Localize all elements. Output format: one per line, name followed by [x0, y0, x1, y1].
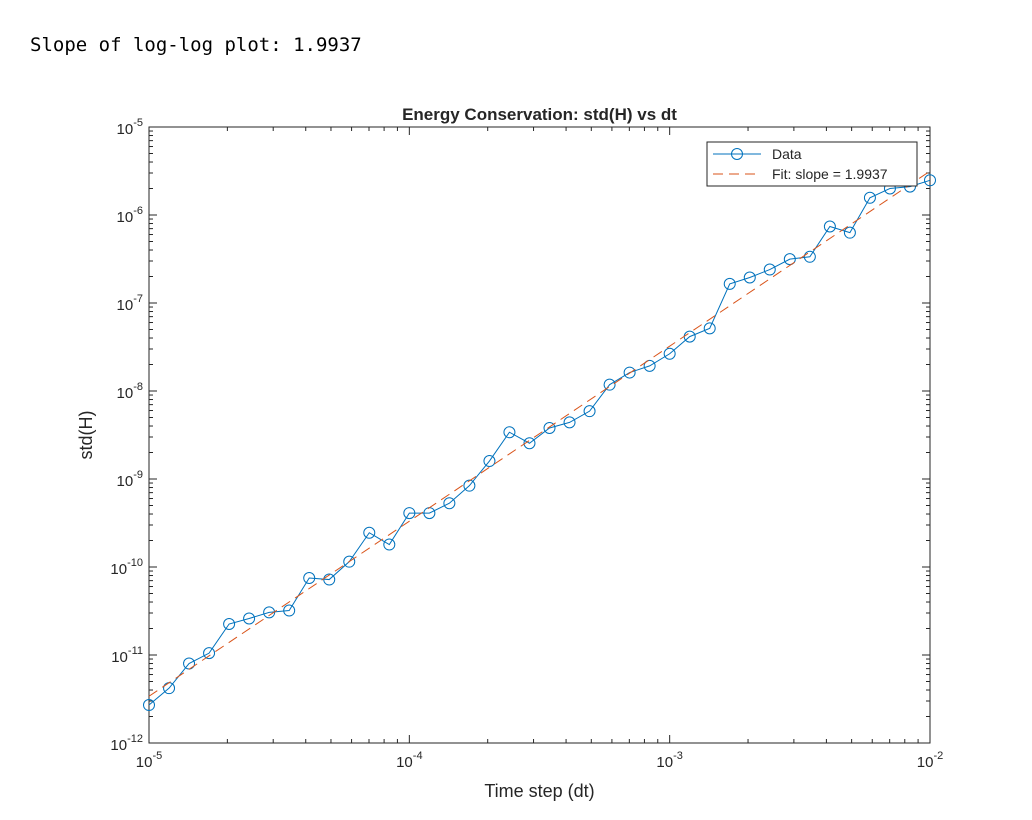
data-point-marker — [263, 606, 276, 619]
data-point-marker — [503, 426, 516, 439]
x-tick-label: 10-3 — [656, 750, 682, 771]
x-axis-label: Time step (dt) — [484, 781, 594, 801]
data-point-marker — [843, 226, 856, 239]
data-point-marker — [563, 416, 576, 429]
legend-data-label: Data — [772, 146, 802, 162]
data-point-marker — [343, 555, 356, 568]
data-point-marker — [543, 421, 556, 434]
y-tick-label: 10-9 — [117, 469, 143, 490]
legend-data-marker — [731, 148, 743, 160]
y-tick-label: 10-10 — [110, 557, 143, 578]
data-point-marker — [203, 647, 216, 660]
data-point-marker — [223, 618, 236, 631]
data-point-marker — [243, 612, 256, 625]
data-point-marker — [323, 573, 336, 586]
data-point-marker — [663, 347, 676, 360]
data-point-marker — [643, 359, 656, 372]
data-point-marker — [763, 263, 776, 276]
y-tick-label: 10-11 — [111, 645, 143, 666]
x-tick-group: 10-5 10-4 10-3 10-2 — [136, 127, 943, 771]
data-point-marker — [723, 277, 736, 290]
legend-fit-label: Fit: slope = 1.9937 — [772, 166, 888, 182]
x-tick-label: 10-4 — [396, 750, 422, 771]
x-tick-label: 10-2 — [917, 750, 943, 771]
data-point-marker — [863, 191, 876, 204]
chart-title: Energy Conservation: std(H) vs dt — [402, 105, 677, 124]
series-layer — [143, 170, 936, 712]
legend: Data Fit: slope = 1.9937 — [706, 141, 918, 187]
data-point-marker — [443, 497, 456, 510]
data-point-marker — [583, 405, 596, 418]
data-point-marker — [283, 604, 296, 617]
data-point-marker — [823, 220, 836, 233]
legend-box — [706, 141, 918, 187]
y-tick-group: 10-12 10-11 10-10 10-9 10-8 10-7 10-6 10-5 — [110, 117, 930, 754]
x-tick-label: 10-5 — [136, 750, 162, 771]
data-point-marker — [803, 250, 816, 263]
y-tick-label: 10-12 — [110, 733, 143, 754]
y-tick-label: 10-7 — [117, 293, 143, 314]
y-tick-label: 10-5 — [117, 117, 143, 138]
data-point-marker — [403, 507, 416, 520]
console-output-line: Slope of log-log plot: 1.9937 — [30, 34, 362, 56]
data-point-marker — [483, 455, 496, 468]
data-point-marker — [383, 538, 396, 551]
data-series-line — [148, 179, 931, 706]
data-point-marker — [603, 378, 616, 391]
data-point-marker — [623, 366, 636, 379]
y-axis-label: std(H) — [76, 411, 96, 460]
data-point-marker — [783, 253, 796, 266]
data-point-marker — [703, 322, 716, 335]
data-point-marker — [143, 699, 155, 712]
data-point-marker — [523, 437, 536, 450]
y-tick-label: 10-8 — [117, 381, 143, 402]
data-point-marker — [463, 479, 476, 492]
data-point-marker — [743, 271, 756, 284]
data-point-marker — [363, 526, 376, 539]
data-point-marker — [924, 174, 936, 187]
y-tick-label: 10-6 — [117, 205, 143, 226]
fit-line — [148, 170, 931, 697]
data-point-marker — [303, 571, 316, 584]
